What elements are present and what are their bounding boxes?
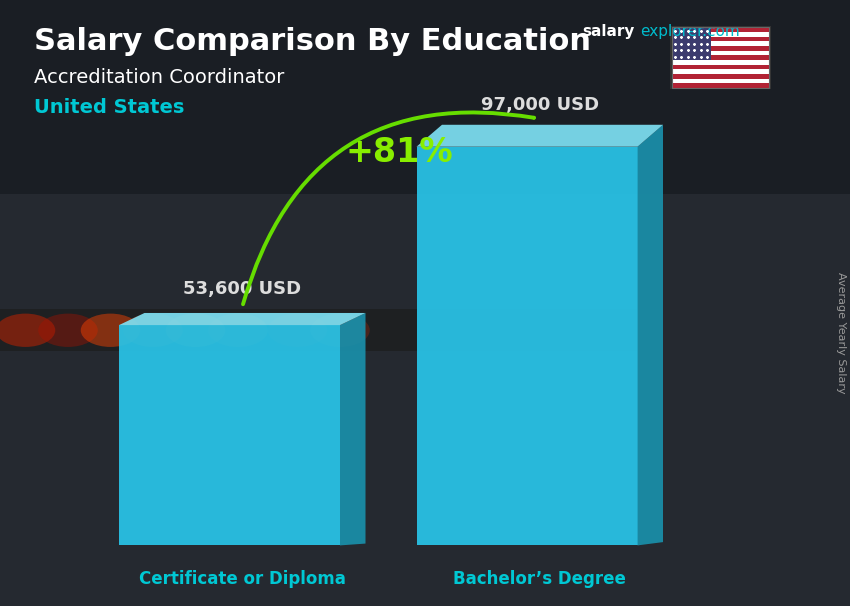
Bar [672, 69, 769, 74]
Ellipse shape [81, 313, 140, 347]
Text: salary: salary [582, 24, 635, 39]
Bar [672, 74, 769, 79]
Bar [672, 27, 711, 60]
Bar [672, 27, 769, 88]
Text: 53,600 USD: 53,600 USD [184, 280, 301, 298]
Polygon shape [416, 125, 663, 147]
Bar [672, 32, 769, 36]
Bar [672, 65, 769, 69]
Bar [672, 41, 769, 46]
Text: Average Yearly Salary: Average Yearly Salary [836, 273, 846, 394]
Text: explorer.com: explorer.com [640, 24, 740, 39]
Text: Accreditation Coordinator: Accreditation Coordinator [34, 68, 285, 87]
Bar [672, 55, 769, 60]
Polygon shape [340, 313, 366, 545]
Bar [0, 0, 850, 194]
Bar [672, 79, 769, 83]
Bar [119, 325, 340, 545]
Bar [0, 194, 850, 606]
Bar [0, 309, 638, 351]
Ellipse shape [166, 313, 225, 347]
Ellipse shape [123, 313, 183, 347]
Polygon shape [638, 125, 663, 545]
Ellipse shape [38, 313, 98, 347]
Text: Certificate or Diploma: Certificate or Diploma [139, 570, 346, 588]
Bar [670, 26, 771, 89]
Text: Bachelor’s Degree: Bachelor’s Degree [453, 570, 626, 588]
Ellipse shape [208, 313, 268, 347]
Text: Salary Comparison By Education: Salary Comparison By Education [34, 27, 591, 56]
Ellipse shape [268, 313, 327, 347]
Bar [672, 83, 769, 88]
Bar [416, 147, 638, 545]
FancyArrowPatch shape [243, 113, 534, 304]
Ellipse shape [0, 313, 55, 347]
Ellipse shape [310, 313, 370, 347]
Bar [672, 60, 769, 65]
Text: 97,000 USD: 97,000 USD [481, 96, 598, 114]
Text: United States: United States [34, 98, 184, 117]
Bar [672, 46, 769, 50]
Bar [672, 50, 769, 55]
Polygon shape [119, 313, 366, 325]
Bar [672, 27, 769, 32]
Text: +81%: +81% [346, 136, 453, 168]
Bar [672, 36, 769, 41]
